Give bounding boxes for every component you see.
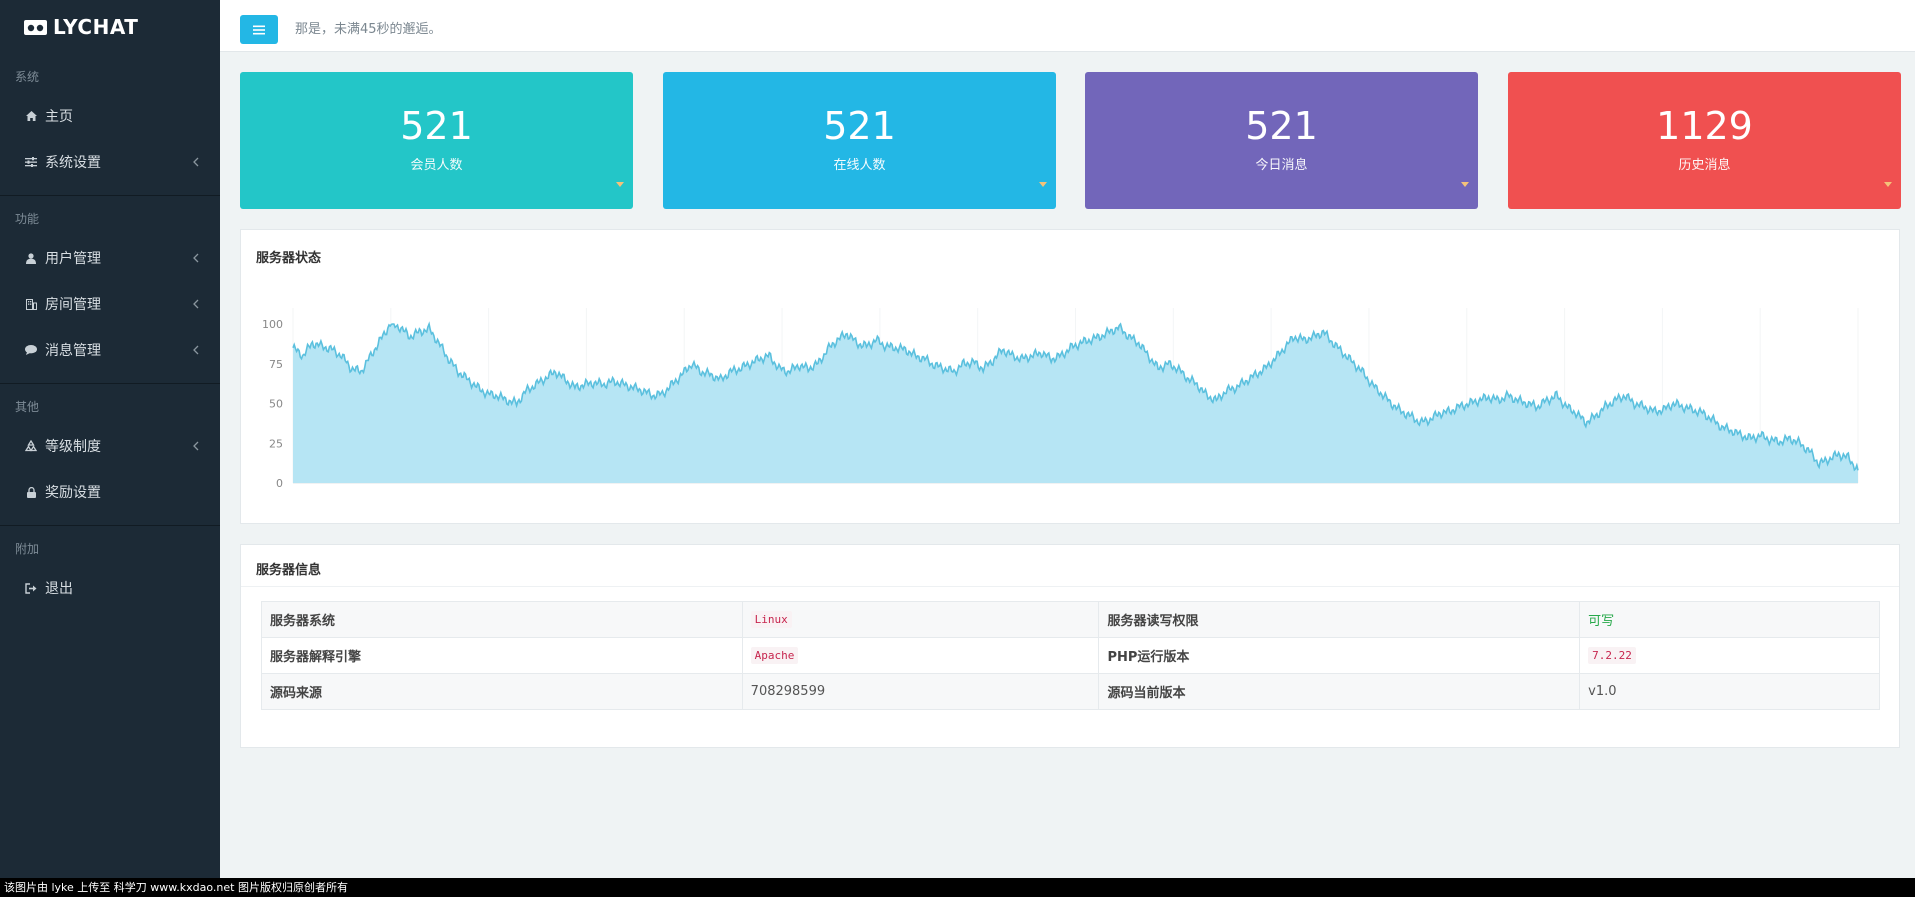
info-key: 源码当前版本 xyxy=(1098,673,1581,710)
chart-area xyxy=(293,324,1858,483)
sidebar-item-label: 房间管理 xyxy=(45,297,101,313)
server-status-chart: 0 25 50 75 100 xyxy=(262,308,1859,490)
sign-out-icon xyxy=(24,581,38,595)
stat-label: 历史消息 xyxy=(1678,158,1731,173)
sidebar-item-label: 消息管理 xyxy=(45,343,101,359)
panel-divider xyxy=(241,586,1899,587)
sidebar-item-system-settings[interactable]: 系统设置 xyxy=(0,139,220,185)
stat-card-online[interactable]: 521 在线人数 xyxy=(663,72,1056,209)
y-tick-label: 50 xyxy=(269,398,283,411)
section-title-other: 其他 xyxy=(15,400,40,414)
top-bar: 那是，未满45秒的邂逅。 xyxy=(220,0,1915,52)
stat-card-history-messages[interactable]: 1129 历史消息 xyxy=(1508,72,1901,209)
info-value: 708298599 xyxy=(741,673,1100,710)
chevron-left-icon xyxy=(193,157,199,167)
info-key: 源码来源 xyxy=(261,673,743,710)
brand-name: LYCHAT xyxy=(53,15,139,39)
info-key: 服务器解释引擎 xyxy=(261,637,743,674)
logo-icon xyxy=(24,19,47,35)
engine-value: Apache xyxy=(750,647,799,664)
chevron-left-icon xyxy=(193,299,199,309)
info-key: PHP运行版本 xyxy=(1098,637,1581,674)
info-key: 服务器读写权限 xyxy=(1098,601,1581,638)
sidebar-item-level-system[interactable]: 等级制度 xyxy=(0,423,220,469)
stat-value: 521 xyxy=(823,104,896,148)
sidebar-item-message-management[interactable]: 消息管理 xyxy=(0,327,220,373)
watermark-bar: 该图片由 lyke 上传至 科学刀 www.kxdao.net 图片版权归原创者… xyxy=(0,878,1915,897)
permission-value: 可写 xyxy=(1588,614,1615,629)
y-tick-label: 0 xyxy=(276,477,283,490)
info-value: Linux xyxy=(741,601,1100,638)
chat-bubble-icon xyxy=(24,343,38,357)
info-key: 服务器系统 xyxy=(261,601,743,638)
y-tick-label: 75 xyxy=(269,358,283,371)
section-title-function: 功能 xyxy=(15,212,40,226)
user-icon xyxy=(24,251,38,265)
header-quote: 那是，未满45秒的邂逅。 xyxy=(295,22,442,37)
sidebar: LYCHAT 系统 主页 系统设置 功能 用户管理 房间管理 消息管理 xyxy=(0,0,220,878)
sidebar-item-label: 奖励设置 xyxy=(45,485,101,501)
chart-series-line xyxy=(292,321,1859,472)
info-value: 7.2.22 xyxy=(1579,637,1880,674)
hamburger-icon xyxy=(253,25,265,34)
sidebar-item-label: 用户管理 xyxy=(45,251,101,267)
stat-value: 521 xyxy=(400,104,473,148)
caret-down-icon xyxy=(1039,182,1047,187)
server-status-title: 服务器状态 xyxy=(256,251,322,266)
sidebar-divider xyxy=(0,383,220,384)
sidebar-item-reward-settings[interactable]: 奖励设置 xyxy=(0,469,220,515)
table-row: 服务器系统 Linux 服务器读写权限 可写 xyxy=(261,601,1880,638)
sidebar-item-label: 主页 xyxy=(45,109,73,125)
stat-value: 521 xyxy=(1245,104,1318,148)
sidebar-item-home[interactable]: 主页 xyxy=(0,93,220,139)
server-info-table: 服务器系统 Linux 服务器读写权限 可写 服务器解释引擎 Apache PH… xyxy=(261,601,1880,710)
sidebar-item-user-management[interactable]: 用户管理 xyxy=(0,235,220,281)
server-info-title: 服务器信息 xyxy=(256,563,322,578)
server-info-panel: 服务器信息 服务器系统 Linux 服务器读写权限 可写 服务器解释引擎 Apa… xyxy=(240,544,1900,748)
stat-card-today-messages[interactable]: 521 今日消息 xyxy=(1085,72,1478,209)
stat-label: 今日消息 xyxy=(1255,158,1308,173)
info-value: 可写 xyxy=(1579,601,1880,638)
info-value: Apache xyxy=(741,637,1100,674)
sidebar-item-label: 等级制度 xyxy=(45,439,101,455)
sidebar-item-label: 系统设置 xyxy=(45,155,101,171)
caret-down-icon xyxy=(616,182,624,187)
brand[interactable]: LYCHAT xyxy=(0,0,220,54)
section-title-system: 系统 xyxy=(15,70,40,84)
chevron-left-icon xyxy=(193,253,199,263)
caret-down-icon xyxy=(1884,182,1892,187)
room-icon xyxy=(24,297,38,311)
sidebar-divider xyxy=(0,525,220,526)
lock-icon xyxy=(24,485,38,499)
stat-card-members[interactable]: 521 会员人数 xyxy=(240,72,633,209)
caret-down-icon xyxy=(1461,182,1469,187)
stat-label: 在线人数 xyxy=(833,158,886,173)
table-row: 服务器解释引擎 Apache PHP运行版本 7.2.22 xyxy=(261,637,1880,674)
info-value: v1.0 xyxy=(1579,673,1880,710)
menu-toggle-button[interactable] xyxy=(240,15,278,44)
sidebar-item-logout[interactable]: 退出 xyxy=(0,565,220,611)
sidebar-item-label: 退出 xyxy=(45,581,73,597)
home-icon xyxy=(24,109,38,123)
sidebar-item-room-management[interactable]: 房间管理 xyxy=(0,281,220,327)
sliders-icon xyxy=(24,155,38,169)
stat-label: 会员人数 xyxy=(410,158,463,173)
y-tick-label: 100 xyxy=(262,318,283,331)
sidebar-divider xyxy=(0,195,220,196)
chevron-left-icon xyxy=(193,441,199,451)
os-value: Linux xyxy=(750,611,792,628)
y-tick-label: 25 xyxy=(269,437,283,450)
stat-value: 1129 xyxy=(1656,104,1753,148)
chevron-left-icon xyxy=(193,345,199,355)
section-title-extra: 附加 xyxy=(15,542,40,556)
server-status-panel: 服务器状态 0 25 50 75 100 xyxy=(240,229,1900,524)
recycle-icon xyxy=(24,439,38,453)
php-version-value: 7.2.22 xyxy=(1588,647,1636,664)
table-row: 源码来源 708298599 源码当前版本 v1.0 xyxy=(261,673,1880,710)
